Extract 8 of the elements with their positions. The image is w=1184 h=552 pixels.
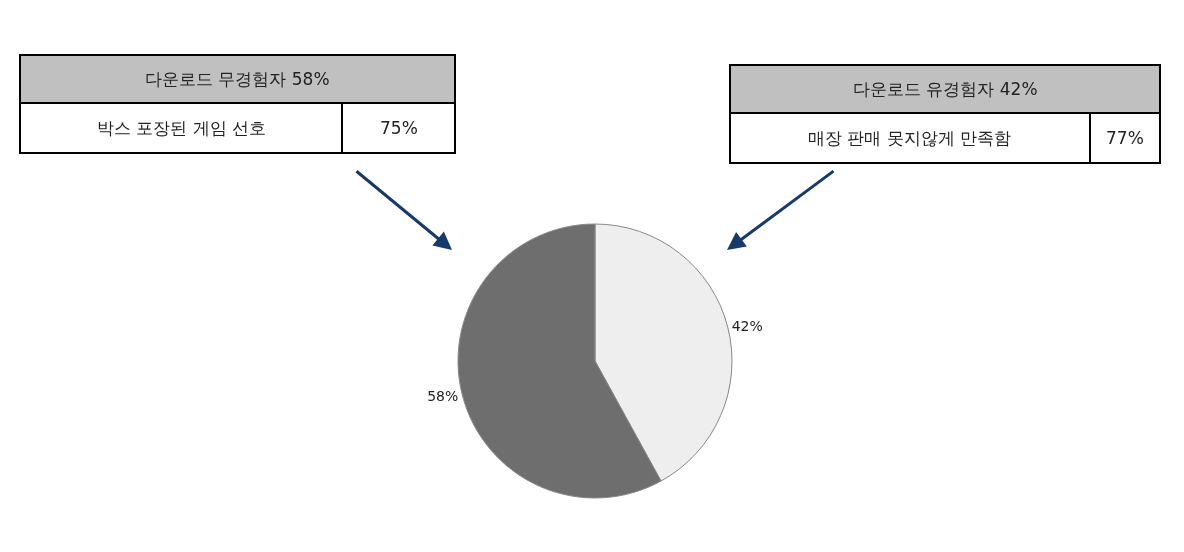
data-label: 42% bbox=[731, 318, 763, 335]
text: 77% bbox=[1106, 128, 1144, 148]
text: 75% bbox=[380, 118, 418, 138]
data-label: 58% bbox=[427, 387, 459, 404]
text: 다운로드 무경험자 58% bbox=[145, 69, 330, 89]
text: 박스 포장된 게임 선호 bbox=[97, 118, 267, 138]
text: 다운로드 유경험자 42% bbox=[853, 79, 1038, 99]
text: 매장 판매 못지않게 만족함 bbox=[808, 128, 1012, 148]
